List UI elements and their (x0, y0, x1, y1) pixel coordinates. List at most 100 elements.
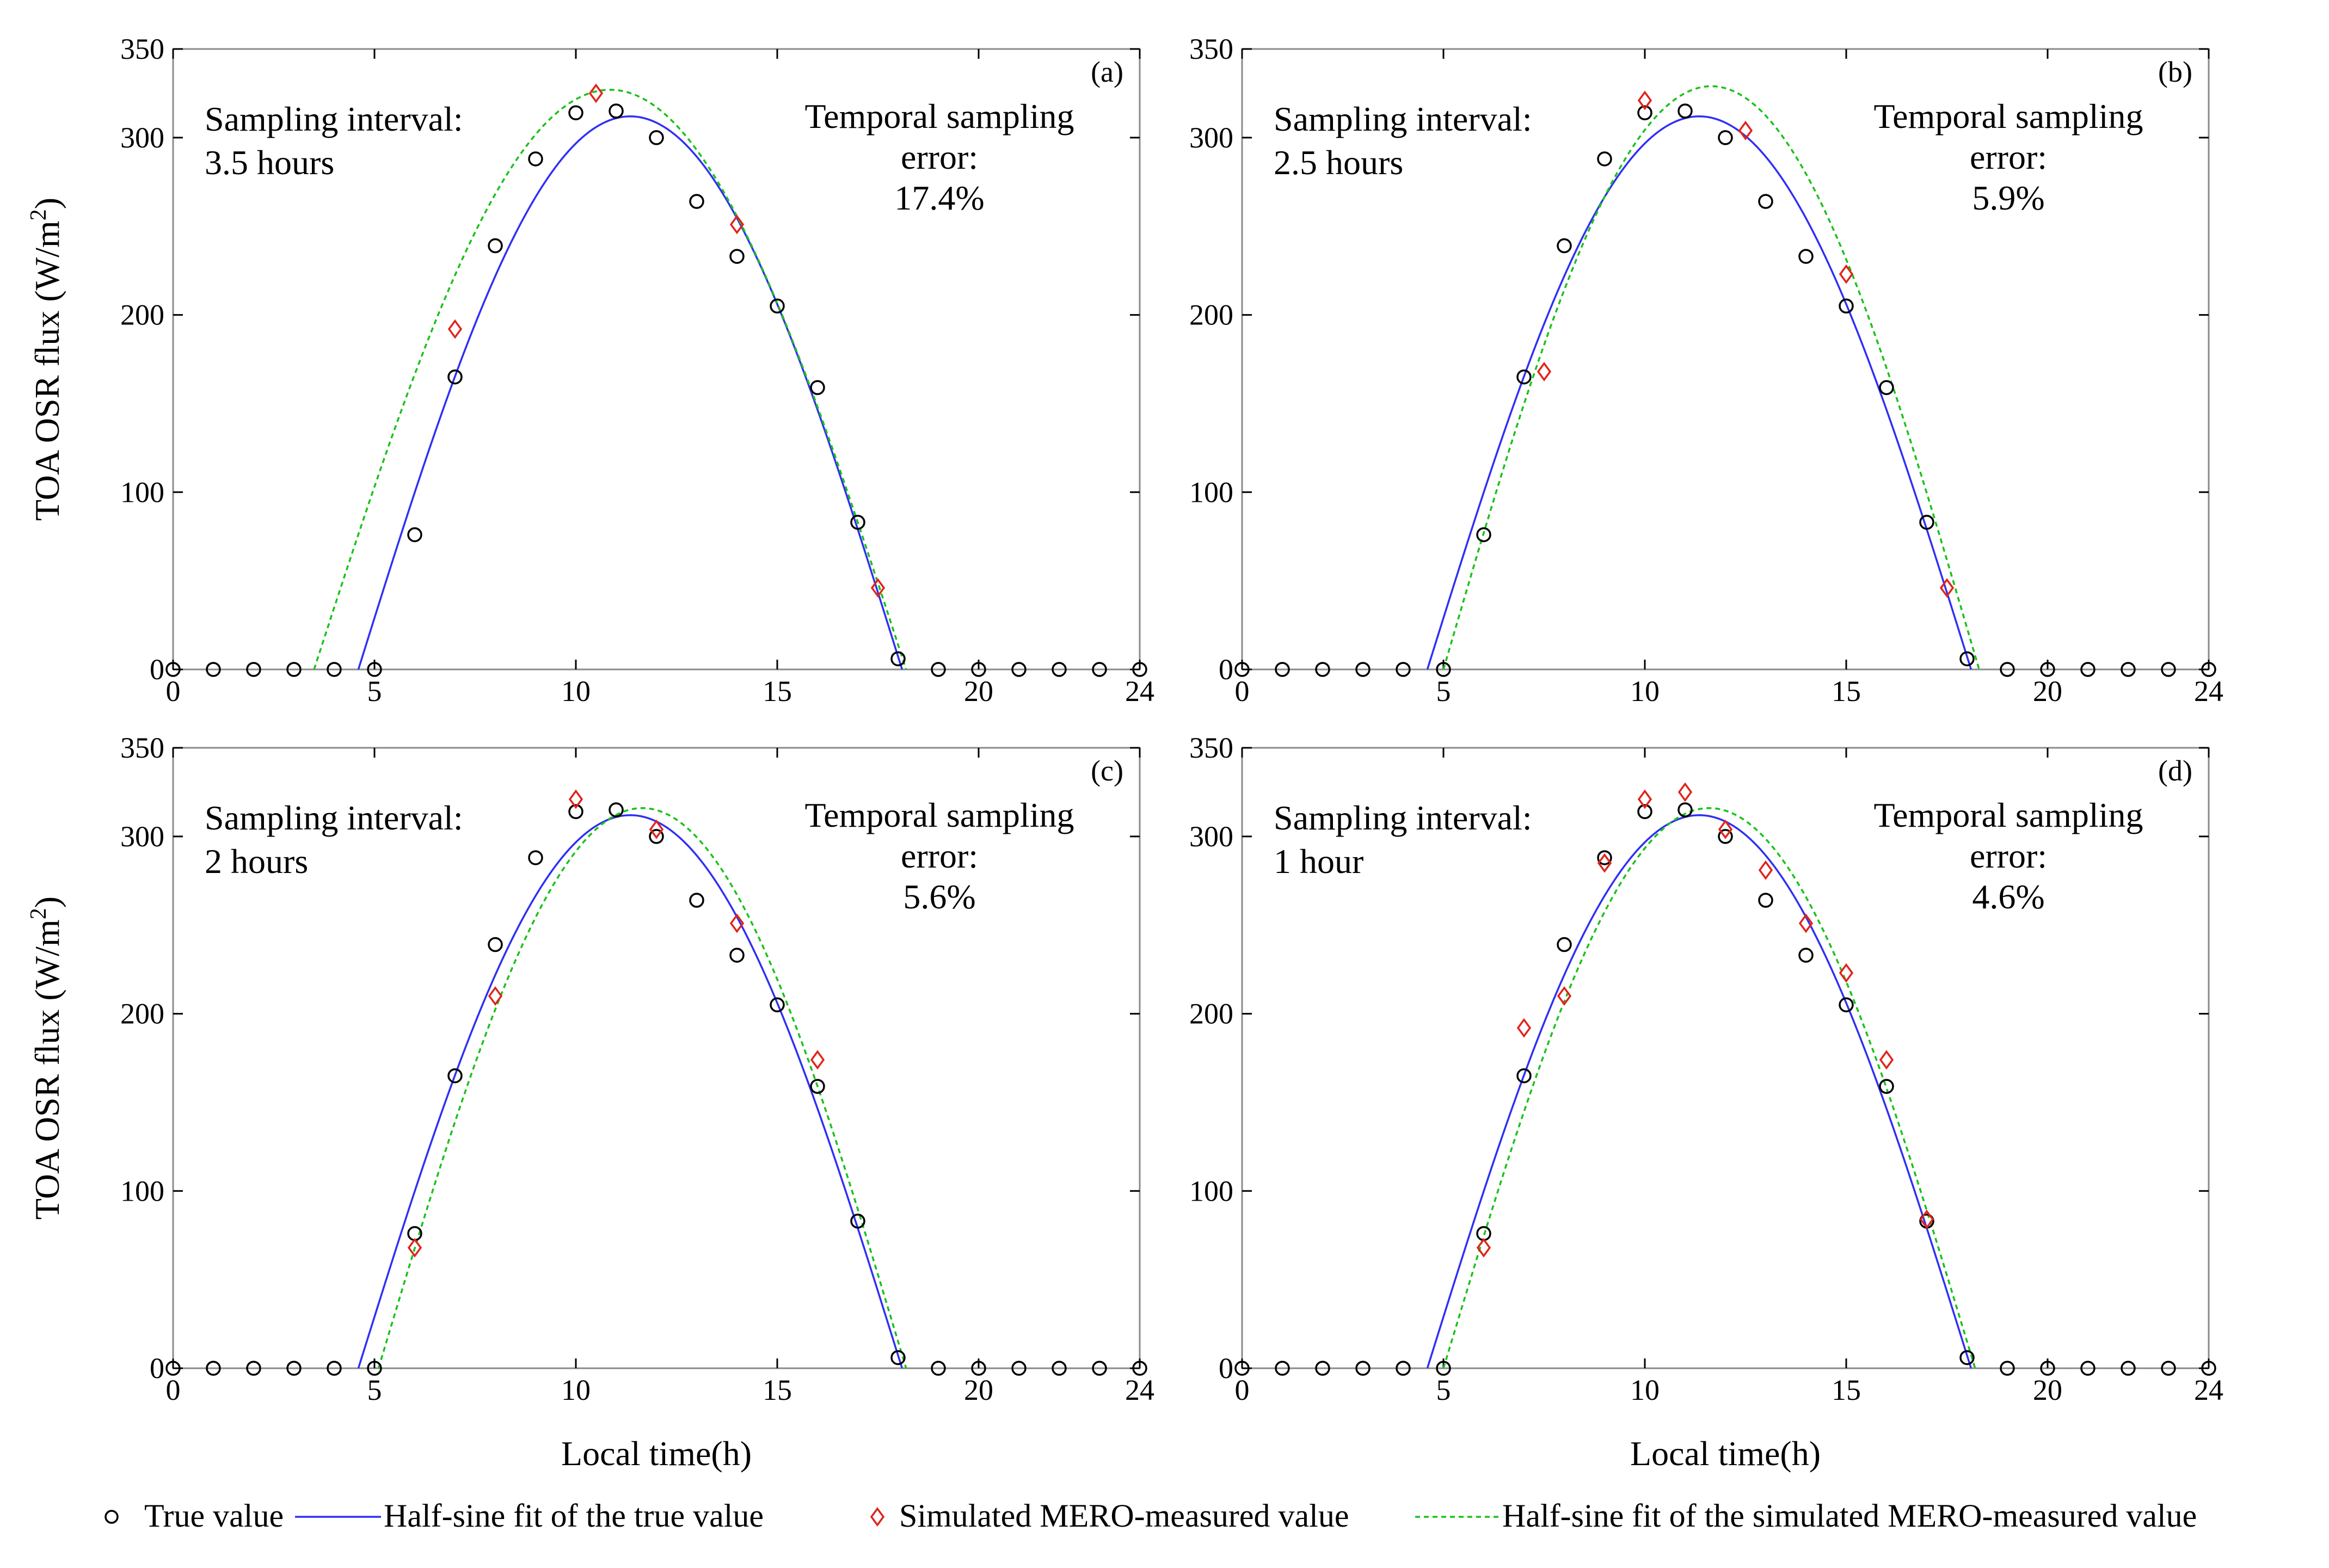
true-value-point (1557, 238, 1572, 254)
mero-value-point (1677, 782, 1693, 802)
mero-value-point (1557, 986, 1572, 1006)
true-value-point (1011, 662, 1027, 677)
y-tick-label: 100 (1189, 476, 1233, 508)
y-axis-label: TOA OSR flux (W/m2) (26, 198, 66, 521)
mero-value-point (870, 578, 886, 598)
true-value-point (2080, 662, 2096, 677)
x-tick-label: 5 (367, 675, 382, 708)
true-value-point (1798, 948, 1814, 963)
mero-value-point (1758, 860, 1773, 880)
true-value-point (1234, 1361, 1250, 1376)
true-value-point (2000, 1361, 2015, 1376)
mero-value-point (407, 1238, 422, 1258)
x-tick-label: 20 (2033, 675, 2062, 708)
y-tick-label: 200 (1189, 998, 1233, 1030)
true-value-point (1718, 829, 1733, 844)
mero-value-point (1637, 789, 1652, 809)
true-value-point (206, 1361, 221, 1376)
true-value-point (1597, 151, 1612, 167)
mero-value-point (1738, 120, 1753, 140)
y-axis-label-close: ) (28, 896, 66, 908)
panel-tag: (d) (2158, 754, 2192, 787)
sampling-error-label: Temporal sampling (805, 796, 1074, 834)
true-fit-line (357, 814, 904, 1369)
y-axis-label-superscript: 2 (26, 209, 51, 220)
true-value-point (890, 1350, 906, 1366)
x-tick-label: 20 (964, 675, 993, 708)
true-value-point (689, 194, 704, 209)
true-value-point (931, 1361, 946, 1376)
mero-value-point (810, 1050, 825, 1070)
true-value-point (447, 1068, 463, 1084)
true-value-point (1758, 194, 1773, 209)
sampling-error-value: 5.6% (903, 877, 975, 916)
true-value-point (528, 151, 543, 167)
y-tick-label: 0 (1219, 1352, 1233, 1385)
true-value-point (971, 1361, 986, 1376)
mero-value-point (1839, 963, 1854, 983)
sampling-error-value: 17.4% (894, 179, 984, 217)
mero-value-point (649, 819, 664, 839)
panel-b: 0 5 10 15 20 24 0 100 200 300 350 (b) Sampling inter… (1189, 33, 2223, 708)
true-value-point (729, 948, 745, 963)
y-tick-label: 100 (1189, 1175, 1233, 1207)
mero-value-point (447, 319, 463, 339)
y-tick-label: 300 (1189, 820, 1233, 853)
mero-value-point (1597, 853, 1612, 873)
true-value-point (1557, 937, 1572, 952)
y-tick-label: 100 (120, 1175, 164, 1207)
true-value-point (286, 1361, 302, 1376)
true-value-point (1092, 662, 1107, 677)
true-value-point (1132, 1361, 1147, 1376)
legend-label: True value (144, 1498, 284, 1534)
plot-frame (1241, 747, 2210, 1369)
mero-value-point (1637, 90, 1652, 110)
true-value-point (810, 1079, 825, 1094)
true-value-point (327, 662, 342, 677)
y-tick-label: 200 (1189, 299, 1233, 331)
mero-value-point (1879, 1050, 1894, 1070)
true-value-point (689, 893, 704, 908)
mero-value-point (1919, 1209, 1934, 1229)
true-value-point (165, 1361, 181, 1376)
true-value-point (729, 249, 745, 264)
sampling-interval-value: 2.5 hours (1274, 143, 1403, 182)
legend-label: Simulated MERO-measured value (899, 1498, 1349, 1534)
x-axis-label: Local time(h) (561, 1434, 752, 1473)
true-value-point (1959, 651, 1975, 667)
x-tick-label: 15 (763, 675, 792, 708)
true-value-point (1798, 249, 1814, 264)
true-value-point (1234, 662, 1250, 677)
true-value-point (850, 514, 865, 530)
sampling-error-value: 5.9% (1972, 179, 2044, 217)
panel-tag: (b) (2158, 56, 2192, 88)
true-value-point (1092, 1361, 1107, 1376)
sampling-error-label-2: error: (1970, 837, 2047, 875)
true-value-point (2121, 1361, 2136, 1376)
sampling-interval-label: Sampling interval: (205, 798, 463, 837)
true-value-point (1396, 662, 1411, 677)
legend-mero-marker (870, 1507, 885, 1527)
true-value-point (810, 380, 825, 395)
y-axis-label-close: ) (28, 198, 66, 209)
y-tick-label: 0 (150, 1352, 164, 1385)
true-value-point (609, 103, 624, 119)
true-value-point (2201, 662, 2216, 677)
true-value-point (850, 1213, 865, 1229)
sampling-interval-value: 3.5 hours (205, 143, 334, 182)
true-value-point (2040, 1361, 2055, 1376)
true-value-point (2121, 662, 2136, 677)
true-value-point (1275, 1361, 1290, 1376)
true-value-point (1677, 103, 1693, 119)
true-value-point (1275, 662, 1290, 677)
plot-frame (1241, 48, 2210, 671)
y-tick-label: 350 (120, 731, 164, 764)
sampling-interval-label: Sampling interval: (1274, 100, 1532, 138)
true-value-point (1959, 1350, 1975, 1366)
x-tick-label: 5 (1436, 675, 1451, 708)
x-tick-label: 20 (2033, 1374, 2062, 1406)
true-value-point (568, 105, 583, 121)
true-value-point (246, 1361, 261, 1376)
true-value-point (407, 527, 422, 543)
true-value-point (1436, 1361, 1451, 1376)
